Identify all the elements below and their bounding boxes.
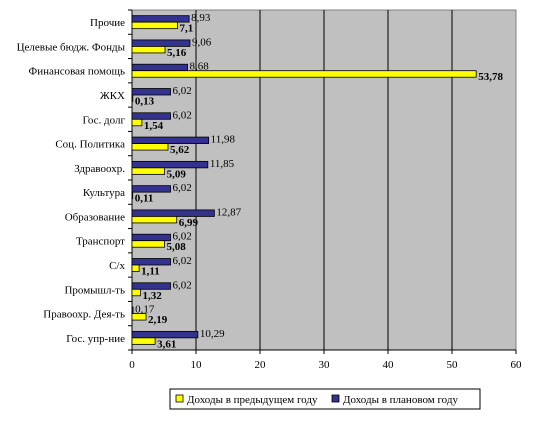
legend (169, 388, 481, 410)
bar-prev (131, 118, 143, 127)
bar-prev (131, 167, 165, 175)
category-label: Целевые бюдж. Фонды (17, 41, 126, 53)
bar-plan (131, 185, 171, 193)
bar-prev (131, 70, 477, 78)
data-label-prev: 3,61 (157, 338, 176, 350)
data-label-prev: 6,99 (179, 217, 199, 229)
bar-plan (131, 282, 171, 290)
data-label-prev: 1,11 (141, 266, 160, 278)
legend-label: Доходы в плановом году (343, 394, 458, 406)
legend-swatch (175, 394, 184, 403)
category-label: С/х (109, 260, 125, 272)
bar-prev (131, 21, 178, 30)
bar-prev (131, 337, 156, 345)
bar-plan (131, 136, 210, 144)
bar-plan (131, 233, 171, 242)
category-label: Гос. долг (82, 114, 125, 126)
bar-plan (131, 330, 199, 339)
data-label-prev: 7,1 (179, 23, 193, 35)
data-label-prev: 5,08 (167, 241, 187, 253)
data-label-plan: 6,02 (173, 182, 192, 194)
bar-plan (131, 63, 188, 72)
category-label: Здравоохр. (74, 163, 125, 175)
x-tick-label: 60 (511, 359, 523, 371)
data-label-plan: 9,06 (192, 36, 212, 48)
data-label-plan: 6,02 (173, 255, 192, 267)
bar-plan (131, 209, 215, 217)
x-tick-label: 10 (191, 359, 203, 371)
data-label-plan: 6,02 (173, 231, 192, 243)
data-label-plan: 6,02 (173, 279, 192, 291)
bar-prev (131, 143, 169, 151)
bar-plan (131, 39, 191, 47)
data-label-plan: 0,17 (135, 304, 155, 316)
bar-plan (131, 15, 190, 23)
bar-prev (131, 216, 178, 224)
x-tick-label: 0 (129, 359, 135, 371)
category-label: Транспорт (76, 236, 125, 248)
data-label-plan: 11,85 (210, 158, 235, 170)
data-label-plan: 12,87 (216, 206, 241, 218)
category-label: ЖКХ (100, 90, 125, 102)
bar-plan (131, 258, 171, 266)
bar-plan (131, 306, 134, 314)
x-tick-label: 20 (255, 359, 267, 371)
data-label-prev: 0,13 (135, 96, 155, 108)
category-label: Культура (83, 187, 125, 199)
category-label: Финансовая помощь (29, 66, 125, 78)
data-label-prev: 0,11 (135, 193, 154, 205)
data-label-prev: 1,54 (144, 120, 164, 132)
bar-prev (131, 94, 134, 102)
bar-plan (131, 88, 171, 96)
data-label-plan: 10,29 (200, 328, 225, 340)
category-label: Гос. упр-ние (66, 333, 125, 345)
data-label-plan: 8,68 (190, 61, 210, 73)
data-label-prev: 5,09 (167, 168, 187, 180)
data-label-prev: 53,78 (478, 71, 503, 83)
data-label-prev: 5,62 (170, 144, 190, 156)
bar-prev (131, 288, 141, 297)
data-label-plan: 6,02 (173, 85, 192, 97)
bar-prev (131, 46, 166, 54)
data-label-plan: 11,98 (211, 134, 236, 146)
bar-plan (131, 112, 171, 120)
data-label-prev: 1,32 (142, 290, 162, 302)
bar-prev (131, 264, 140, 272)
data-label-plan: 6,02 (173, 109, 192, 121)
data-label-plan: 8,93 (191, 12, 211, 24)
legend-swatch (331, 394, 340, 403)
data-label-prev: 5,16 (167, 47, 187, 59)
bar-prev (131, 313, 147, 321)
category-label: Промышл-ть (64, 284, 125, 296)
legend-label: Доходы в предыдущем году (187, 394, 318, 406)
bar-prev (131, 240, 165, 248)
category-label: Соц. Политика (55, 139, 125, 151)
x-tick-label: 50 (447, 359, 459, 371)
data-label-prev: 2,19 (148, 314, 168, 326)
category-label: Прочие (90, 17, 125, 29)
bar-plan (131, 160, 209, 169)
x-tick-label: 30 (319, 359, 331, 371)
category-label: Образование (65, 211, 125, 223)
bar-prev (131, 191, 134, 200)
category-label: Правоохр. Дея-ть (43, 309, 125, 321)
x-tick-label: 40 (383, 359, 395, 371)
